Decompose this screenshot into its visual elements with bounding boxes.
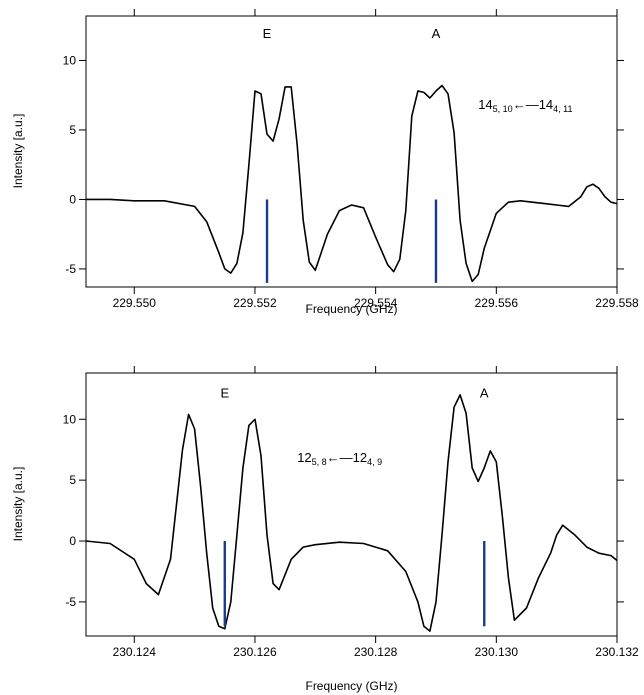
plot-frame bbox=[85, 372, 618, 637]
transition-lower: 12 bbox=[353, 450, 367, 465]
x-tick-label: 230.132 bbox=[595, 645, 639, 659]
y-tick-label: 10 bbox=[63, 53, 77, 67]
transition-arrow: ←— bbox=[327, 450, 353, 465]
label-e: E bbox=[263, 26, 272, 41]
transition-lower-sub: 4, 11 bbox=[553, 104, 572, 114]
spectrum-line bbox=[86, 84, 618, 283]
transition-label: 125, 8←—124, 9 bbox=[297, 450, 382, 467]
transition-arrow: ←— bbox=[513, 97, 539, 112]
x-axis-label: Frequency (GHz) bbox=[305, 302, 397, 316]
transition-upper-sub: 5, 10 bbox=[493, 104, 513, 114]
transition-upper-sub: 5, 8 bbox=[312, 457, 327, 467]
label-e: E bbox=[220, 385, 229, 400]
x-tick-label: 230.128 bbox=[354, 645, 398, 659]
y-tick-label: 10 bbox=[63, 412, 77, 426]
transition-lower-sub: 4, 9 bbox=[367, 457, 382, 467]
x-tick-label: 229.554 bbox=[354, 296, 398, 310]
y-tick-label: 0 bbox=[69, 534, 76, 548]
x-tick-label: 230.130 bbox=[475, 645, 519, 659]
transition-upper: 14 bbox=[478, 97, 492, 112]
x-tick-label: 230.124 bbox=[113, 645, 157, 659]
y-tick-label: -5 bbox=[65, 262, 76, 276]
transition-label: 145, 10←—144, 11 bbox=[478, 97, 572, 114]
transition-upper: 12 bbox=[297, 450, 311, 465]
y-axis-label: Intensity [a.u.] bbox=[11, 467, 25, 542]
y-ticks: 10 5 0 -5 bbox=[63, 412, 624, 609]
y-tick-label: 5 bbox=[69, 473, 76, 487]
y-axis-label: Intensity [a.u.] bbox=[11, 114, 25, 189]
x-tick-label: 229.550 bbox=[113, 296, 157, 310]
x-tick-label: 229.558 bbox=[595, 296, 639, 310]
x-axis-label: Frequency (GHz) bbox=[305, 679, 397, 693]
label-a: A bbox=[432, 26, 441, 41]
marks bbox=[85, 394, 618, 632]
x-ticks: 229.550 229.552 229.554 229.556 229.558 bbox=[113, 9, 639, 310]
label-a: A bbox=[480, 385, 489, 400]
plot-frame bbox=[85, 15, 618, 288]
x-ticks: 230.124 230.126 230.128 230.130 230.132 bbox=[113, 366, 639, 659]
y-tick-label: 5 bbox=[69, 123, 76, 137]
y-ticks: 10 5 0 -5 bbox=[63, 53, 624, 276]
x-tick-label: 230.126 bbox=[233, 645, 277, 659]
y-tick-label: 0 bbox=[69, 192, 76, 206]
x-tick-label: 229.552 bbox=[233, 296, 277, 310]
transition-lower: 14 bbox=[539, 97, 553, 112]
y-tick-label: -5 bbox=[65, 595, 76, 609]
marks bbox=[86, 84, 618, 283]
spectrum-line bbox=[85, 394, 618, 632]
x-tick-label: 229.556 bbox=[475, 296, 519, 310]
